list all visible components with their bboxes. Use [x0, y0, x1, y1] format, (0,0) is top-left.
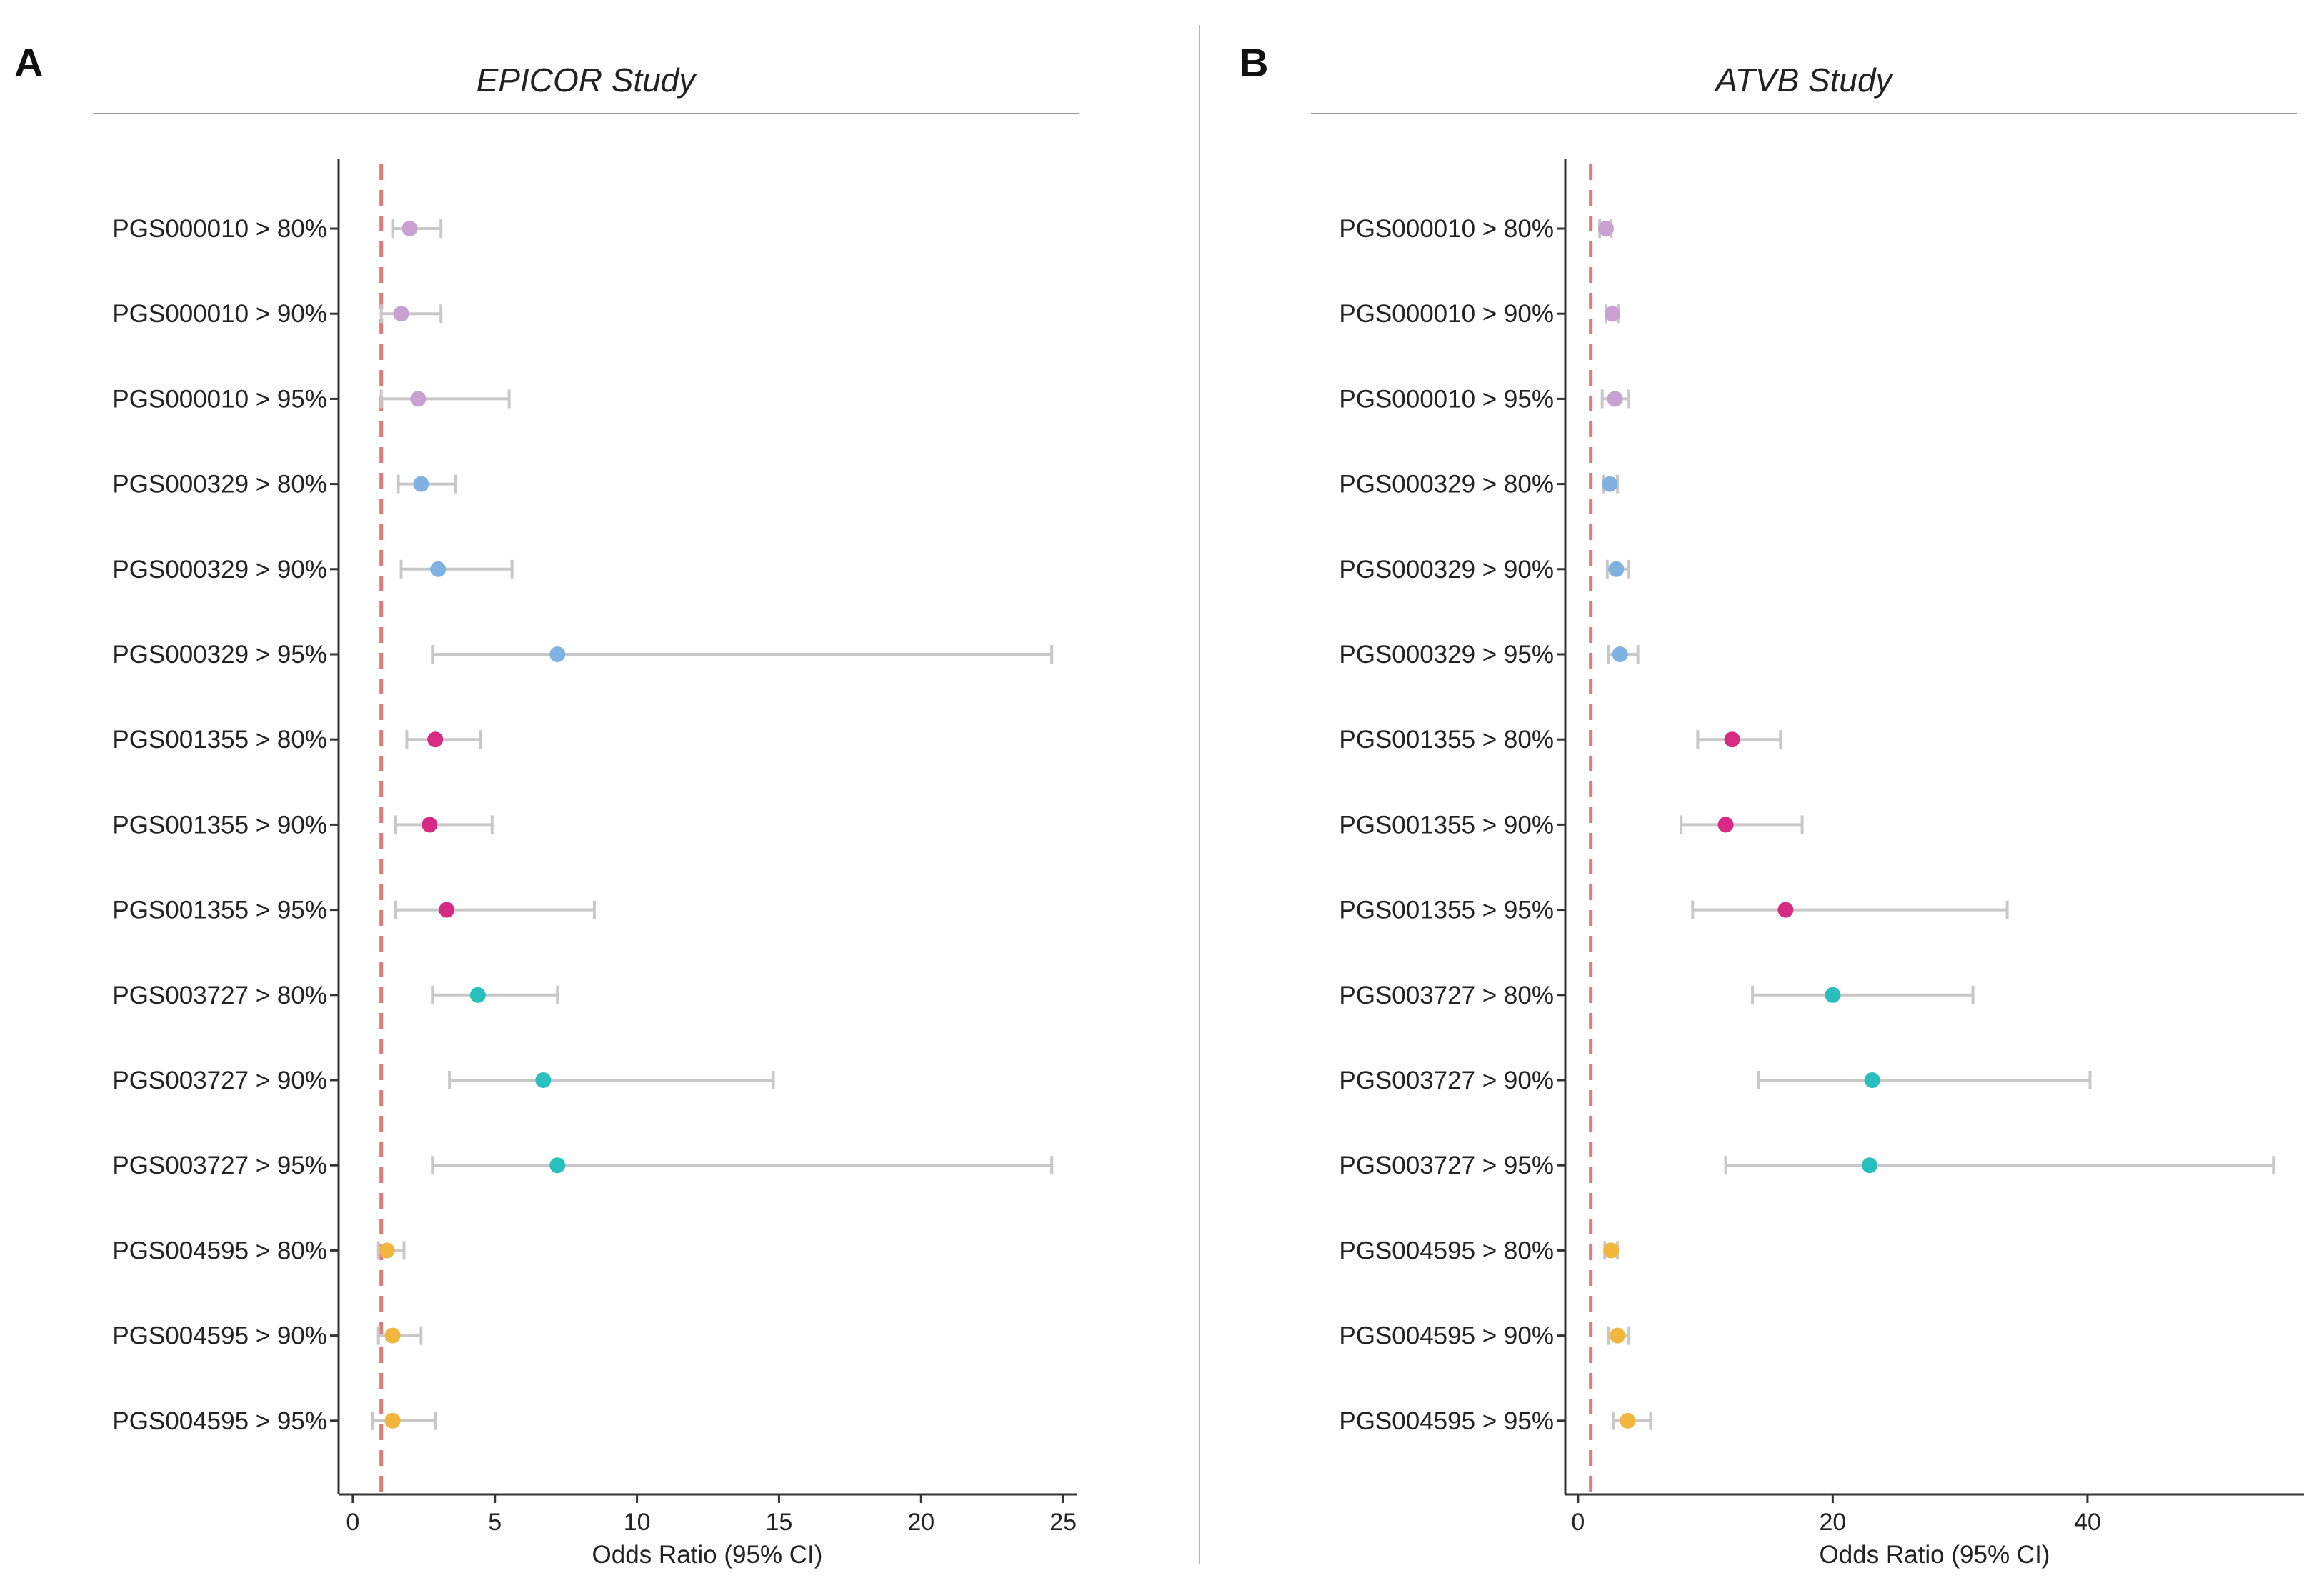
panel-a-category-label: PGS000329 > 80% — [112, 471, 327, 499]
panel-a-x-tick-label: 0 — [346, 1509, 359, 1536]
panel-a-or-point — [384, 1412, 401, 1429]
panel-b-category-label: PGS000329 > 95% — [1339, 641, 1554, 669]
panel-a-category-label: PGS001355 > 80% — [112, 726, 327, 754]
panel-b-or-point — [1717, 817, 1734, 833]
panel-b-or-point — [1724, 731, 1740, 748]
panel-a-title-rule — [93, 113, 1079, 114]
panel-b-title-rule — [1311, 113, 2297, 114]
panel-a-or-point — [535, 1072, 552, 1088]
panel-a-category-label: PGS003727 > 90% — [112, 1067, 327, 1094]
panel-a-x-tick-label: 10 — [624, 1509, 651, 1536]
panel-b-or-point — [1602, 476, 1618, 492]
panel-b-x-tick-label: 0 — [1571, 1509, 1585, 1536]
panel-b-x-axis-title: Odds Ratio (95% CI) — [1820, 1541, 2050, 1569]
panel-a-category-label: PGS004595 > 90% — [112, 1322, 327, 1350]
panel-a-or-point — [430, 561, 447, 577]
panel-a-x-tick-label: 25 — [1049, 1509, 1077, 1536]
panel-b-category-label: PGS000010 > 95% — [1339, 385, 1554, 413]
panel-b-or-point — [1777, 902, 1794, 918]
panel-b-category-label: PGS004595 > 90% — [1339, 1322, 1554, 1350]
panel-a-or-point — [379, 1242, 395, 1259]
panel-b-or-point — [1862, 1157, 1878, 1174]
panel-b-category-label: PGS001355 > 90% — [1339, 811, 1554, 839]
panel-a-category-label: PGS001355 > 95% — [112, 897, 327, 924]
panel-b-x-tick-label: 40 — [2074, 1509, 2101, 1536]
panel-b-or-point — [1598, 221, 1615, 236]
panel-a-or-point — [422, 817, 438, 833]
panel-a-category-label: PGS004595 > 80% — [112, 1237, 327, 1264]
panel-a-or-point — [402, 221, 418, 236]
panel-a-or-point — [413, 476, 429, 492]
panel-b-category-label: PGS004595 > 80% — [1339, 1237, 1554, 1264]
panel-b-or-point — [1604, 306, 1620, 322]
panel-a-x-tick-label: 5 — [488, 1509, 502, 1536]
panel-b-or-point — [1825, 987, 1841, 1003]
panel-b-category-label: PGS003727 > 95% — [1339, 1152, 1554, 1179]
panel-a-or-point — [393, 306, 409, 322]
panel-b-label: B — [1240, 40, 1269, 85]
panel-a-category-label: PGS000329 > 90% — [112, 556, 327, 584]
panel-b-category-label: PGS000329 > 90% — [1339, 556, 1554, 584]
panel-divider — [1199, 25, 1200, 1564]
panel-a-title: EPICOR Study — [476, 61, 696, 99]
panel-a-or-point — [439, 902, 455, 918]
panel-b-category-label: PGS003727 > 80% — [1339, 982, 1554, 1009]
panel-a-category-label: PGS000329 > 95% — [112, 641, 327, 669]
panel-b-or-point — [1603, 1242, 1620, 1259]
panel-b-category-label: PGS000010 > 90% — [1339, 300, 1554, 328]
panel-b-category-label: PGS004595 > 95% — [1339, 1407, 1554, 1435]
panel-b-category-label: PGS000329 > 80% — [1339, 471, 1554, 499]
panel-b-or-point — [1864, 1072, 1880, 1088]
panel-a-or-point — [384, 1327, 401, 1344]
panel-b-title: ATVB Study — [1715, 61, 1892, 99]
panel-b-category-label: PGS001355 > 95% — [1339, 897, 1554, 924]
panel-a-category-label: PGS001355 > 90% — [112, 811, 327, 839]
panel-a-or-point — [410, 391, 427, 407]
panel-a-category-label: PGS004595 > 95% — [112, 1407, 327, 1435]
panel-a-or-point — [469, 987, 486, 1003]
panel-b-or-point — [1607, 391, 1623, 407]
panel-b-or-point — [1620, 1412, 1636, 1429]
panel-a-x-tick-label: 15 — [766, 1509, 793, 1536]
panel-a-x-axis-title: Odds Ratio (95% CI) — [592, 1541, 823, 1569]
panel-b-category-label: PGS003727 > 90% — [1339, 1067, 1554, 1094]
panel-a-or-point — [427, 731, 444, 748]
panel-a-category-label: PGS003727 > 95% — [112, 1152, 327, 1179]
panel-a-x-tick-label: 20 — [907, 1509, 934, 1536]
panel-a-category-label: PGS003727 > 80% — [112, 982, 327, 1009]
panel-a-or-point — [549, 1157, 566, 1174]
panel-b-category-label: PGS000010 > 80% — [1339, 215, 1554, 243]
panel-a-category-label: PGS000010 > 80% — [112, 215, 327, 243]
panel-a-category-label: PGS000010 > 95% — [112, 385, 327, 413]
panel-a-category-label: PGS000010 > 90% — [112, 300, 327, 328]
panel-b-x-tick-label: 20 — [1819, 1509, 1846, 1536]
panel-b-or-point — [1612, 646, 1628, 662]
panel-b-category-label: PGS001355 > 80% — [1339, 726, 1554, 754]
panel-a-label: A — [14, 40, 44, 85]
panel-b-or-point — [1608, 561, 1625, 577]
panel-b-or-point — [1610, 1327, 1626, 1344]
panel-a-or-point — [549, 646, 566, 662]
